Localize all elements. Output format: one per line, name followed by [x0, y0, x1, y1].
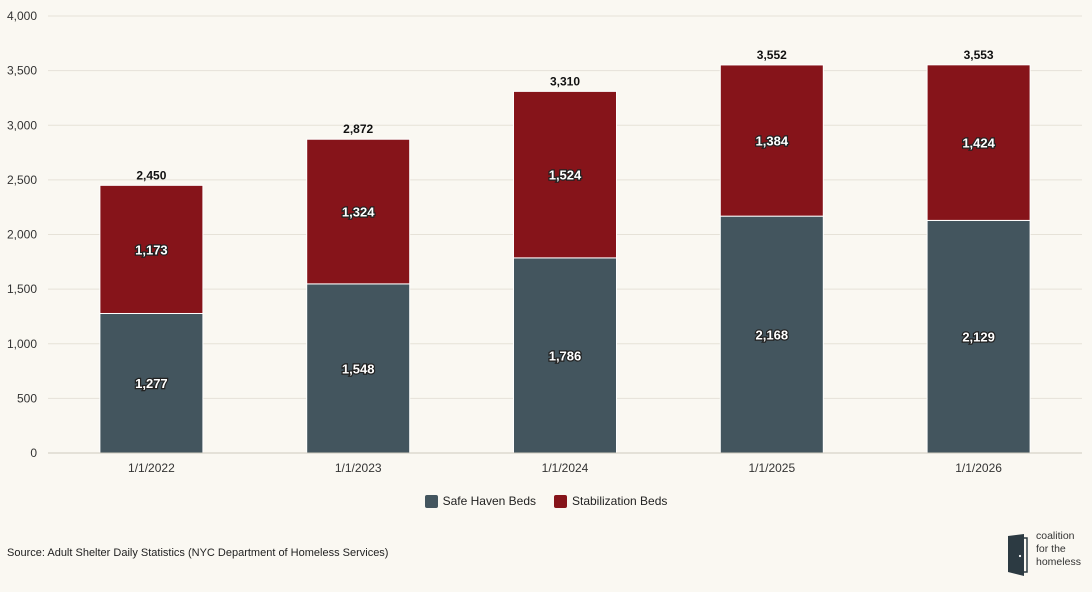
legend: Safe Haven Beds Stabilization Beds	[0, 494, 1092, 508]
segment-value-label: 2,129	[962, 330, 995, 345]
legend-item-safe-haven: Safe Haven Beds	[424, 494, 536, 508]
source-note: Source: Adult Shelter Daily Statistics (…	[7, 547, 389, 559]
bar-segment-safe-haven	[99, 312, 204, 454]
logo-line-2: for the	[1036, 543, 1066, 555]
axes: 0 500 1,000 1,500 2,000 2,500 3,000 3,500 4,000 1…	[7, 9, 1082, 475]
x-tick-label: 1/1/2023	[335, 461, 382, 475]
logo-text: coalition for the homeless	[1036, 530, 1092, 569]
legend-swatch-safe-haven	[424, 494, 438, 508]
logo-line-1: coalition	[1036, 530, 1075, 542]
y-tick-label: 2,000	[7, 228, 37, 242]
x-tick-label: 1/1/2022	[128, 461, 175, 475]
legend-swatch-stabilization	[554, 494, 567, 508]
y-tick-label: 3,500	[7, 64, 37, 78]
bar-segment-stabilization	[719, 64, 824, 217]
y-tick-label: 3,000	[7, 118, 37, 132]
logo-line-3: homeless	[1036, 556, 1081, 568]
bar-total-label: 3,552	[757, 48, 787, 62]
bar-segment-stabilization	[513, 90, 617, 259]
x-tick-label: 1/1/2026	[955, 461, 1002, 475]
bars	[99, 64, 1031, 454]
legend-label-safe-haven: Safe Haven Beds	[442, 494, 536, 508]
y-tick-label: 4,000	[7, 9, 37, 23]
coalition-logo: coalition for the homeless	[1008, 530, 1092, 578]
legend-item-stabilization: Stabilization Beds	[554, 494, 667, 508]
segment-value-label: 1,786	[549, 348, 582, 363]
y-tick-label: 1,000	[7, 337, 37, 351]
y-tick-label: 500	[17, 391, 37, 405]
chart: 1,277 1,173 2,450 1,548 1,324 2,872 1,786 1,524…	[7, 9, 1082, 475]
segment-value-label: 2,168	[756, 328, 789, 343]
x-tick-label: 1/1/2025	[748, 461, 795, 475]
legend-label-stabilization: Stabilization Beds	[572, 494, 668, 508]
segment-value-label: 1,173	[135, 242, 168, 257]
bar-total-label: 2,450	[136, 168, 166, 182]
segment-value-label: 1,548	[342, 361, 375, 376]
bar-segment-stabilization	[99, 184, 204, 314]
bar-segment-safe-haven	[926, 219, 1031, 454]
bar-total-label: 3,310	[550, 74, 580, 88]
y-tick-label: 0	[30, 446, 37, 460]
bar-segment-stabilization	[926, 64, 1031, 221]
bar-segment-stabilization	[306, 138, 411, 285]
y-tick-label: 2,500	[7, 173, 37, 187]
bar-total-label: 3,553	[964, 48, 994, 62]
data-labels: 1,277 1,173 2,450 1,548 1,324 2,872 1,786 1,524…	[134, 48, 997, 393]
bar-total-label: 2,872	[343, 122, 373, 136]
segment-value-label: 1,324	[342, 205, 375, 220]
x-tick-label: 1/1/2024	[542, 461, 589, 475]
segment-value-label: 1,277	[135, 376, 168, 391]
y-tick-label: 1,500	[7, 282, 37, 296]
segment-value-label: 1,424	[962, 136, 995, 151]
door-icon	[1008, 534, 1028, 576]
segment-value-label: 1,384	[756, 134, 789, 149]
segment-value-label: 1,524	[549, 168, 582, 183]
